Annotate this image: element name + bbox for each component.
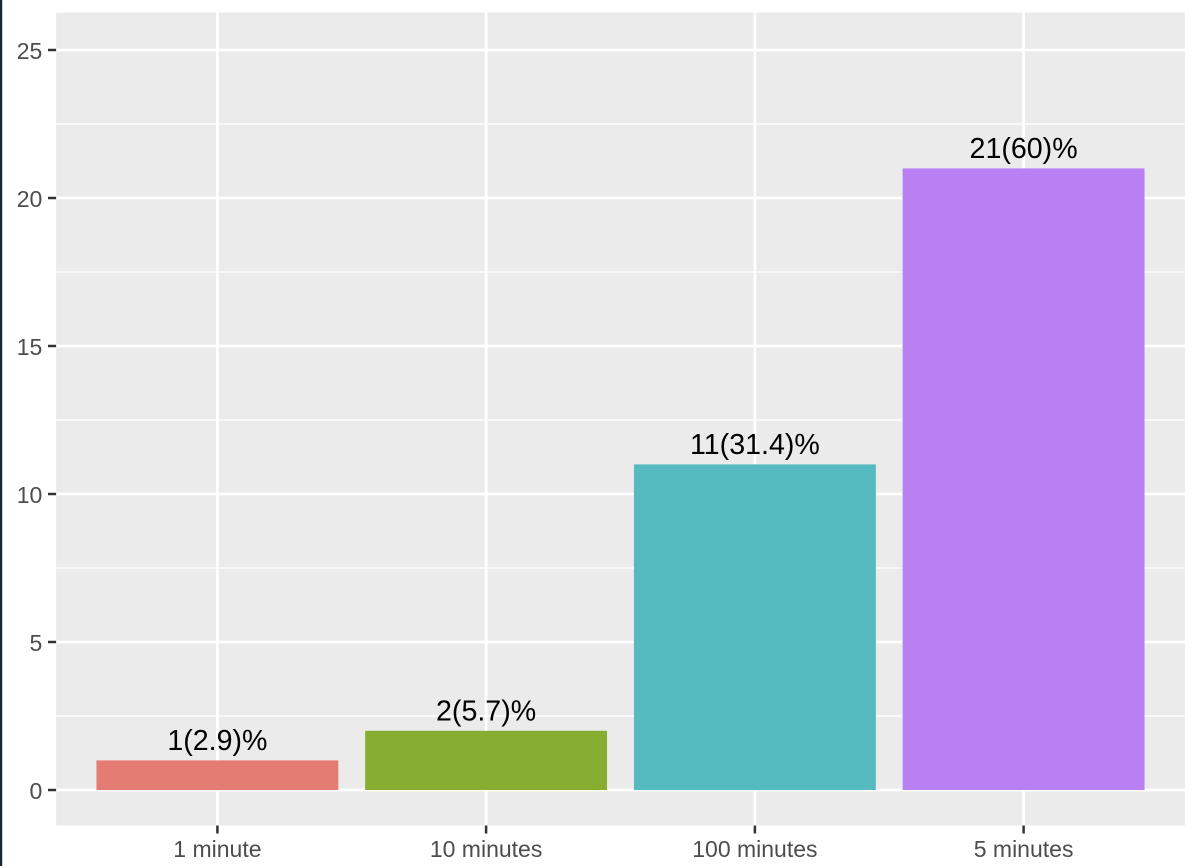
svg-text:1(2.9)%: 1(2.9)%: [167, 725, 267, 757]
svg-text:21(60)%: 21(60)%: [970, 133, 1078, 165]
svg-text:1 minute: 1 minute: [173, 836, 261, 862]
svg-text:2(5.7)%: 2(5.7)%: [436, 695, 536, 727]
svg-text:20: 20: [17, 186, 43, 212]
svg-text:5 minutes: 5 minutes: [974, 836, 1074, 862]
svg-text:0: 0: [30, 778, 43, 804]
svg-text:10: 10: [17, 482, 43, 508]
svg-text:100 minutes: 100 minutes: [692, 836, 817, 862]
svg-text:11(31.4)%: 11(31.4)%: [690, 429, 820, 461]
svg-text:25: 25: [17, 38, 43, 64]
svg-text:5: 5: [30, 630, 43, 656]
svg-text:10 minutes: 10 minutes: [430, 836, 543, 862]
svg-text:15: 15: [17, 334, 43, 360]
